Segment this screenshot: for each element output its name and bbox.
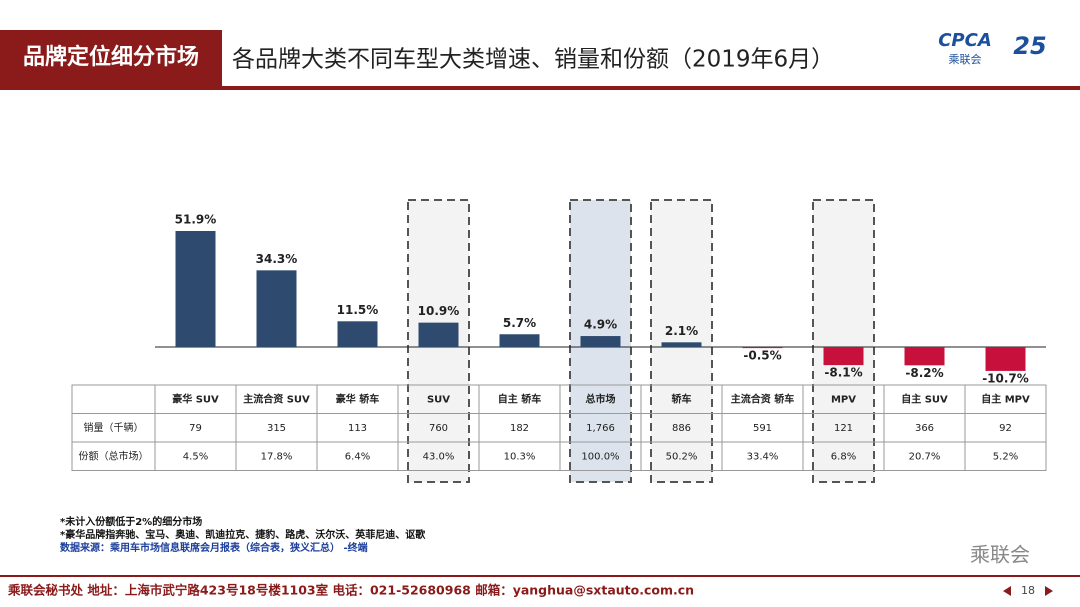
bar <box>418 322 459 347</box>
slide-title: 各品牌大类不同车型大类增速、销量和份额（2019年6月） <box>232 47 834 73</box>
table-cell: 6.4% <box>345 451 370 462</box>
table-cell: 121 <box>834 423 853 434</box>
note: *豪华品牌指奔驰、宝马、奥迪、凯迪拉克、捷豹、路虎、沃尔沃、英菲尼迪、讴歌 <box>60 528 426 541</box>
table-cell: 17.8% <box>261 451 293 462</box>
category-label: 自主 MPV <box>981 392 1030 405</box>
section-title: 品牌定位细分市场 <box>23 44 199 70</box>
table-cell: 760 <box>429 423 448 434</box>
table-cell: 315 <box>267 423 286 434</box>
bar <box>337 321 378 347</box>
value-label: -10.7% <box>982 371 1029 385</box>
logo-sub: 乘联会 <box>949 53 982 66</box>
bar <box>256 270 297 347</box>
value-label: 5.7% <box>503 316 536 330</box>
table-cell: 886 <box>672 423 691 434</box>
bar <box>661 342 702 347</box>
anniversary-logo: 25 <box>1013 32 1046 60</box>
note: *未计入份额低于2%的细分市场 <box>60 515 202 528</box>
row-label: 销量（千辆） <box>84 421 144 434</box>
table-cell: 5.2% <box>993 451 1018 462</box>
footer: 乘联会秘书处 地址：上海市武宁路423号18号楼1103室 电话：021-526… <box>7 583 694 598</box>
value-label: -0.5% <box>743 349 781 363</box>
bar <box>904 347 945 366</box>
category-label: 豪华 SUV <box>172 392 219 405</box>
value-label: 2.1% <box>665 324 698 338</box>
header-rule <box>0 86 1080 90</box>
bar <box>175 231 216 347</box>
value-label: 11.5% <box>337 303 379 317</box>
category-label: MPV <box>831 394 856 405</box>
row-label: 份额（总市场） <box>79 449 149 462</box>
table-cell: 79 <box>189 423 202 434</box>
value-label: 34.3% <box>256 252 298 266</box>
bar <box>742 347 783 349</box>
table-cell: 366 <box>915 423 934 434</box>
bar <box>985 347 1026 371</box>
table-cell: 100.0% <box>581 451 619 462</box>
value-label: 4.9% <box>584 318 617 332</box>
highlight-box <box>650 199 713 483</box>
table-cell: 20.7% <box>909 451 941 462</box>
chart: 51.9% 34.3% 11.5% 10.9% 5.7% 4.9% 2.1% -0.5% -8.… <box>71 199 1047 483</box>
table-cell: 92 <box>999 423 1012 434</box>
value-label: 51.9% <box>175 213 217 227</box>
table-cell: 113 <box>348 423 367 434</box>
table-cell: 33.4% <box>747 451 779 462</box>
source: 数据来源：乘用车市场信息联席会月报表（综合表，狭义汇总） -终端 <box>60 541 368 554</box>
bar <box>499 334 540 347</box>
section-box <box>0 30 222 86</box>
category-label: 主流合资 SUV <box>243 392 310 405</box>
table-cell: 43.0% <box>423 451 455 462</box>
value-label: 10.9% <box>418 304 460 318</box>
footer-rule <box>0 575 1080 577</box>
bar <box>580 336 621 347</box>
category-label: SUV <box>427 394 450 405</box>
watermark: 乘联会 <box>970 543 1030 567</box>
value-label: -8.1% <box>824 366 862 380</box>
table-cell: 591 <box>753 423 772 434</box>
logo: CPCA <box>938 30 992 51</box>
page-number: 18 <box>1021 584 1035 597</box>
table-cell: 50.2% <box>666 451 698 462</box>
category-label: 轿车 <box>672 392 692 405</box>
category-label: 总市场 <box>586 392 616 405</box>
category-label: 自主 SUV <box>901 392 948 405</box>
table-cell: 182 <box>510 423 529 434</box>
table-cell: 1,766 <box>586 423 615 434</box>
table-cell: 10.3% <box>504 451 536 462</box>
category-label: 主流合资 轿车 <box>731 392 794 405</box>
value-label: -8.2% <box>905 366 943 380</box>
highlight-box <box>812 199 875 483</box>
table-cell: 4.5% <box>183 451 208 462</box>
category-label: 自主 轿车 <box>498 392 541 405</box>
table-cell: 6.8% <box>831 451 856 462</box>
category-label: 豪华 轿车 <box>336 392 379 405</box>
bar <box>823 347 864 366</box>
